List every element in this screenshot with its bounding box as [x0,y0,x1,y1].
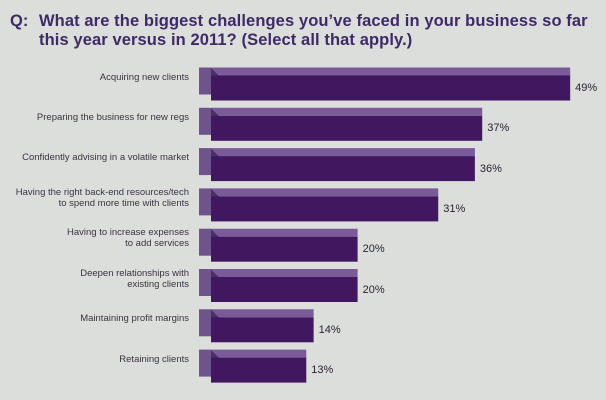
value-label: 31% [443,202,466,215]
bar-front-left [211,156,219,182]
bar [219,317,314,343]
value-label: 20% [362,243,385,256]
bar-top-face [211,269,358,277]
bar [219,357,307,383]
bar-tab [199,269,211,296]
bar-front-left [211,75,219,101]
question-text: What are the biggest challenges you’ve f… [39,12,588,49]
category-label-line: Maintaining profit margins [80,313,189,325]
category-label: Deepen relationships with existing client… [3,268,189,290]
bar-top-face [211,349,307,358]
category-label-line: to spend more time with clients [58,197,189,209]
bar-front-left [211,277,219,302]
bar-top-face [211,148,475,157]
category-label-line: existing clients [127,278,189,290]
value-label: 14% [318,323,341,336]
category-label: Acquiring new clients [3,72,189,83]
bar [219,196,439,222]
bar-top-face [211,107,483,116]
category-label-line: Preparing the business for new regs [36,111,189,123]
question-prefix: Q: [10,12,29,30]
bar-tab [199,188,211,216]
value-label: 49% [575,82,598,94]
value-label: 20% [362,283,385,296]
bar [219,156,475,182]
bar-front-left [211,236,219,262]
category-label: Confidently advising in a volatile marke… [3,152,189,163]
bar-front-left [211,357,219,383]
bar [219,75,571,101]
category-label: Preparing the business for new regs [3,112,189,123]
bar-tab [199,148,211,176]
category-label-line: to add services [125,238,189,250]
bar-front-left [211,317,219,343]
category-label-line: Deepen relationships with [80,267,189,279]
category-label-line: Retaining clients [119,353,189,365]
bar-top-face [211,309,314,318]
bar-tab [199,67,211,95]
category-label-line: Having to increase expenses [67,227,189,239]
chart-title: Q: What are the biggest challenges you’v… [10,12,600,50]
category-label: Maintaining profit margins [3,313,189,324]
category-label-line: Acquiring new clients [99,71,189,83]
bar [219,115,483,141]
bar-tab [199,228,211,256]
bar-front-left [211,115,219,141]
value-label: 13% [311,364,334,377]
category-label: Retaining clients [3,354,189,365]
bar-top-face [211,228,358,237]
category-label-line: Having the right back-end resources/tech [15,186,189,198]
bar-top-face [211,188,439,197]
bar-tab [199,107,211,135]
bar-tab [199,309,211,337]
value-label: 37% [487,122,510,135]
bar [219,277,358,302]
bar-top-face [211,67,571,76]
value-label: 36% [479,162,502,175]
bar-tab [199,349,211,377]
category-label: Having the right back-end resources/tech… [3,187,189,209]
bar [219,236,358,262]
category-label-line: Confidently advising in a volatile marke… [22,152,189,164]
bar-front-left [211,196,219,222]
category-label: Having to increase expenses to add servic… [3,227,189,249]
